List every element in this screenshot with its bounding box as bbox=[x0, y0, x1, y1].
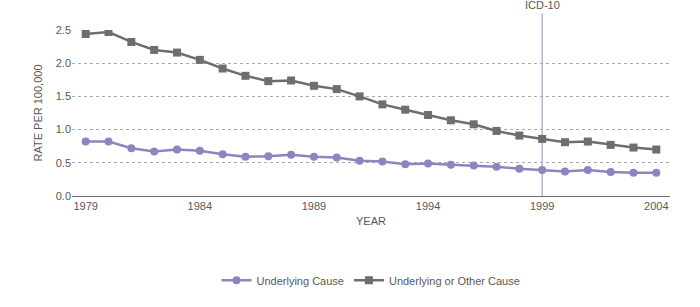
svg-text:1999: 1999 bbox=[530, 200, 554, 212]
svg-text:0.0: 0.0 bbox=[56, 190, 71, 202]
svg-text:1.5: 1.5 bbox=[56, 90, 71, 102]
svg-text:YEAR: YEAR bbox=[356, 215, 386, 227]
svg-text:2.5: 2.5 bbox=[56, 24, 71, 36]
svg-text:1979: 1979 bbox=[73, 200, 97, 212]
svg-text:1994: 1994 bbox=[416, 200, 440, 212]
svg-text:Underlying Cause: Underlying Cause bbox=[257, 275, 344, 287]
svg-text:2.0: 2.0 bbox=[56, 57, 71, 69]
svg-text:1984: 1984 bbox=[188, 200, 212, 212]
svg-text:2004: 2004 bbox=[644, 200, 668, 212]
svg-text:0.5: 0.5 bbox=[56, 157, 71, 169]
svg-text:1.0: 1.0 bbox=[56, 123, 71, 135]
svg-text:ICD-10: ICD-10 bbox=[525, 0, 560, 11]
svg-text:Underlying or Other Cause: Underlying or Other Cause bbox=[389, 275, 520, 287]
svg-text:RATE PER 100,000: RATE PER 100,000 bbox=[32, 64, 44, 161]
svg-text:1989: 1989 bbox=[302, 200, 326, 212]
